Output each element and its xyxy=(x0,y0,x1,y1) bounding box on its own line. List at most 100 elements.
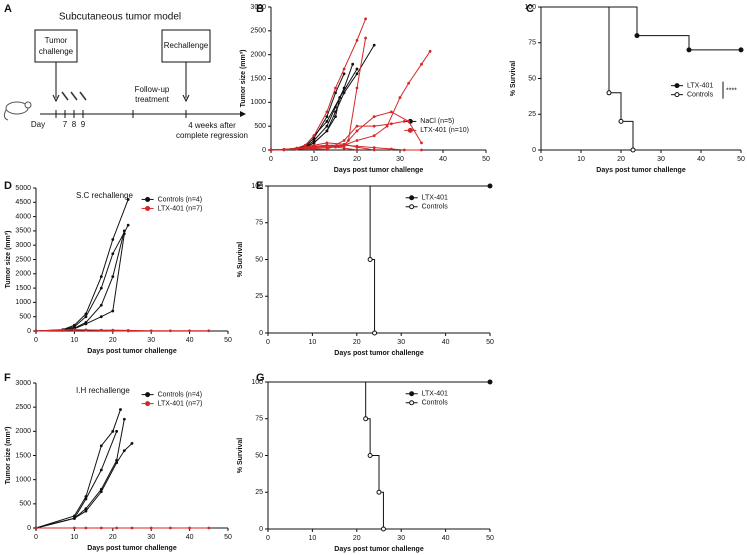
y-axis-label: % Survival xyxy=(510,61,517,96)
point xyxy=(122,417,126,421)
legend-label: LTX-401 (n=10) xyxy=(420,127,469,134)
chart-title: S.C rechallenge xyxy=(76,191,133,200)
point xyxy=(487,183,493,189)
x-axis-label: Days post tumor challenge xyxy=(596,167,686,174)
y-tick-label: 75 xyxy=(255,220,263,227)
x-tick-label: 30 xyxy=(396,156,404,163)
annotation: **** xyxy=(726,87,737,94)
point xyxy=(342,86,346,90)
legend-label: LTX-401 (n=7) xyxy=(158,400,203,407)
legend-marker xyxy=(409,400,415,406)
x-tick-label: 40 xyxy=(442,339,450,346)
point xyxy=(130,442,134,445)
point xyxy=(420,148,423,152)
legend-label: Controls (n=4) xyxy=(158,391,203,398)
x-tick-label: 40 xyxy=(697,156,705,163)
x-tick-label: 50 xyxy=(737,156,745,163)
point xyxy=(73,516,76,520)
x-tick-label: 30 xyxy=(397,535,405,542)
point xyxy=(126,223,130,227)
point xyxy=(363,416,369,422)
point xyxy=(99,315,103,319)
y-tick-label: 2500 xyxy=(15,256,31,263)
y-tick-label: 500 xyxy=(19,314,31,321)
point xyxy=(130,526,134,530)
point xyxy=(312,139,316,142)
x-tick-label: 30 xyxy=(147,337,155,344)
point xyxy=(115,526,119,530)
day-label: Day xyxy=(31,120,45,129)
point xyxy=(364,17,367,21)
arrowhead xyxy=(52,94,60,103)
point xyxy=(111,329,115,333)
point xyxy=(390,110,393,114)
x-tick-label: 20 xyxy=(353,535,361,542)
point xyxy=(355,139,359,142)
x-tick-label: 50 xyxy=(224,337,232,344)
legend-marker xyxy=(674,83,680,89)
y-tick-label: 2000 xyxy=(15,271,31,278)
tumor-line xyxy=(270,37,367,151)
point xyxy=(312,145,316,149)
point xyxy=(325,110,329,114)
point xyxy=(355,124,359,128)
y-tick-label: 2000 xyxy=(250,52,266,59)
point xyxy=(367,257,373,262)
point xyxy=(312,141,316,145)
point xyxy=(149,329,153,333)
point xyxy=(342,142,346,146)
legend-label: NaCl (n=5) xyxy=(420,118,454,125)
point xyxy=(398,96,402,99)
point xyxy=(325,115,329,119)
y-tick-label: 50 xyxy=(255,452,263,459)
tumor-line xyxy=(270,145,358,151)
point xyxy=(325,120,329,123)
point xyxy=(420,62,423,66)
point xyxy=(99,444,103,448)
x-tick-label: 40 xyxy=(186,534,194,541)
tumor-line xyxy=(35,233,125,332)
legend-label: Controls xyxy=(422,204,449,211)
y-axis-label: Tumor size (mm³) xyxy=(5,231,12,289)
point xyxy=(390,122,393,126)
legend-marker xyxy=(145,401,151,407)
point xyxy=(73,328,76,332)
point xyxy=(372,124,376,128)
x-tick-label: 10 xyxy=(71,337,79,344)
point xyxy=(111,238,115,241)
x-tick-label: 20 xyxy=(617,156,625,163)
x-axis-label: Days post tumor challenge xyxy=(87,545,177,552)
point xyxy=(269,148,273,152)
mouse-icon xyxy=(24,101,32,109)
point xyxy=(355,145,359,149)
point xyxy=(111,275,115,279)
point xyxy=(407,81,410,85)
y-tick-label: 1000 xyxy=(15,477,31,484)
x-tick-label: 30 xyxy=(657,156,665,163)
point xyxy=(334,86,337,90)
y-tick-label: 1000 xyxy=(250,99,266,106)
y-tick-label: 1000 xyxy=(15,299,31,306)
chart-title: I.H rechallenge xyxy=(76,386,130,395)
syringe-icon xyxy=(61,91,87,101)
x-tick-label: 20 xyxy=(353,339,361,346)
box xyxy=(34,29,78,63)
legend-label: LTX-401 (n=7) xyxy=(158,205,203,212)
y-tick-label: 3000 xyxy=(15,242,31,249)
x-tick-label: 50 xyxy=(486,339,494,346)
legend-label: Controls xyxy=(687,91,714,98)
x-tick-label: 50 xyxy=(224,534,232,541)
x-tick-label: 0 xyxy=(539,156,543,163)
legend-label: Controls (n=4) xyxy=(158,196,203,203)
point xyxy=(84,328,88,332)
legend-label: Controls xyxy=(422,400,449,407)
y-axis-label: % Survival xyxy=(237,438,244,473)
y-tick-label: 100 xyxy=(251,183,263,190)
point xyxy=(355,148,359,152)
point xyxy=(126,198,130,201)
y-tick-label: 2500 xyxy=(250,28,266,35)
legend-marker xyxy=(409,195,415,201)
legend-marker xyxy=(145,196,151,202)
panel-label: A xyxy=(4,3,12,15)
note: complete regression xyxy=(176,131,248,140)
